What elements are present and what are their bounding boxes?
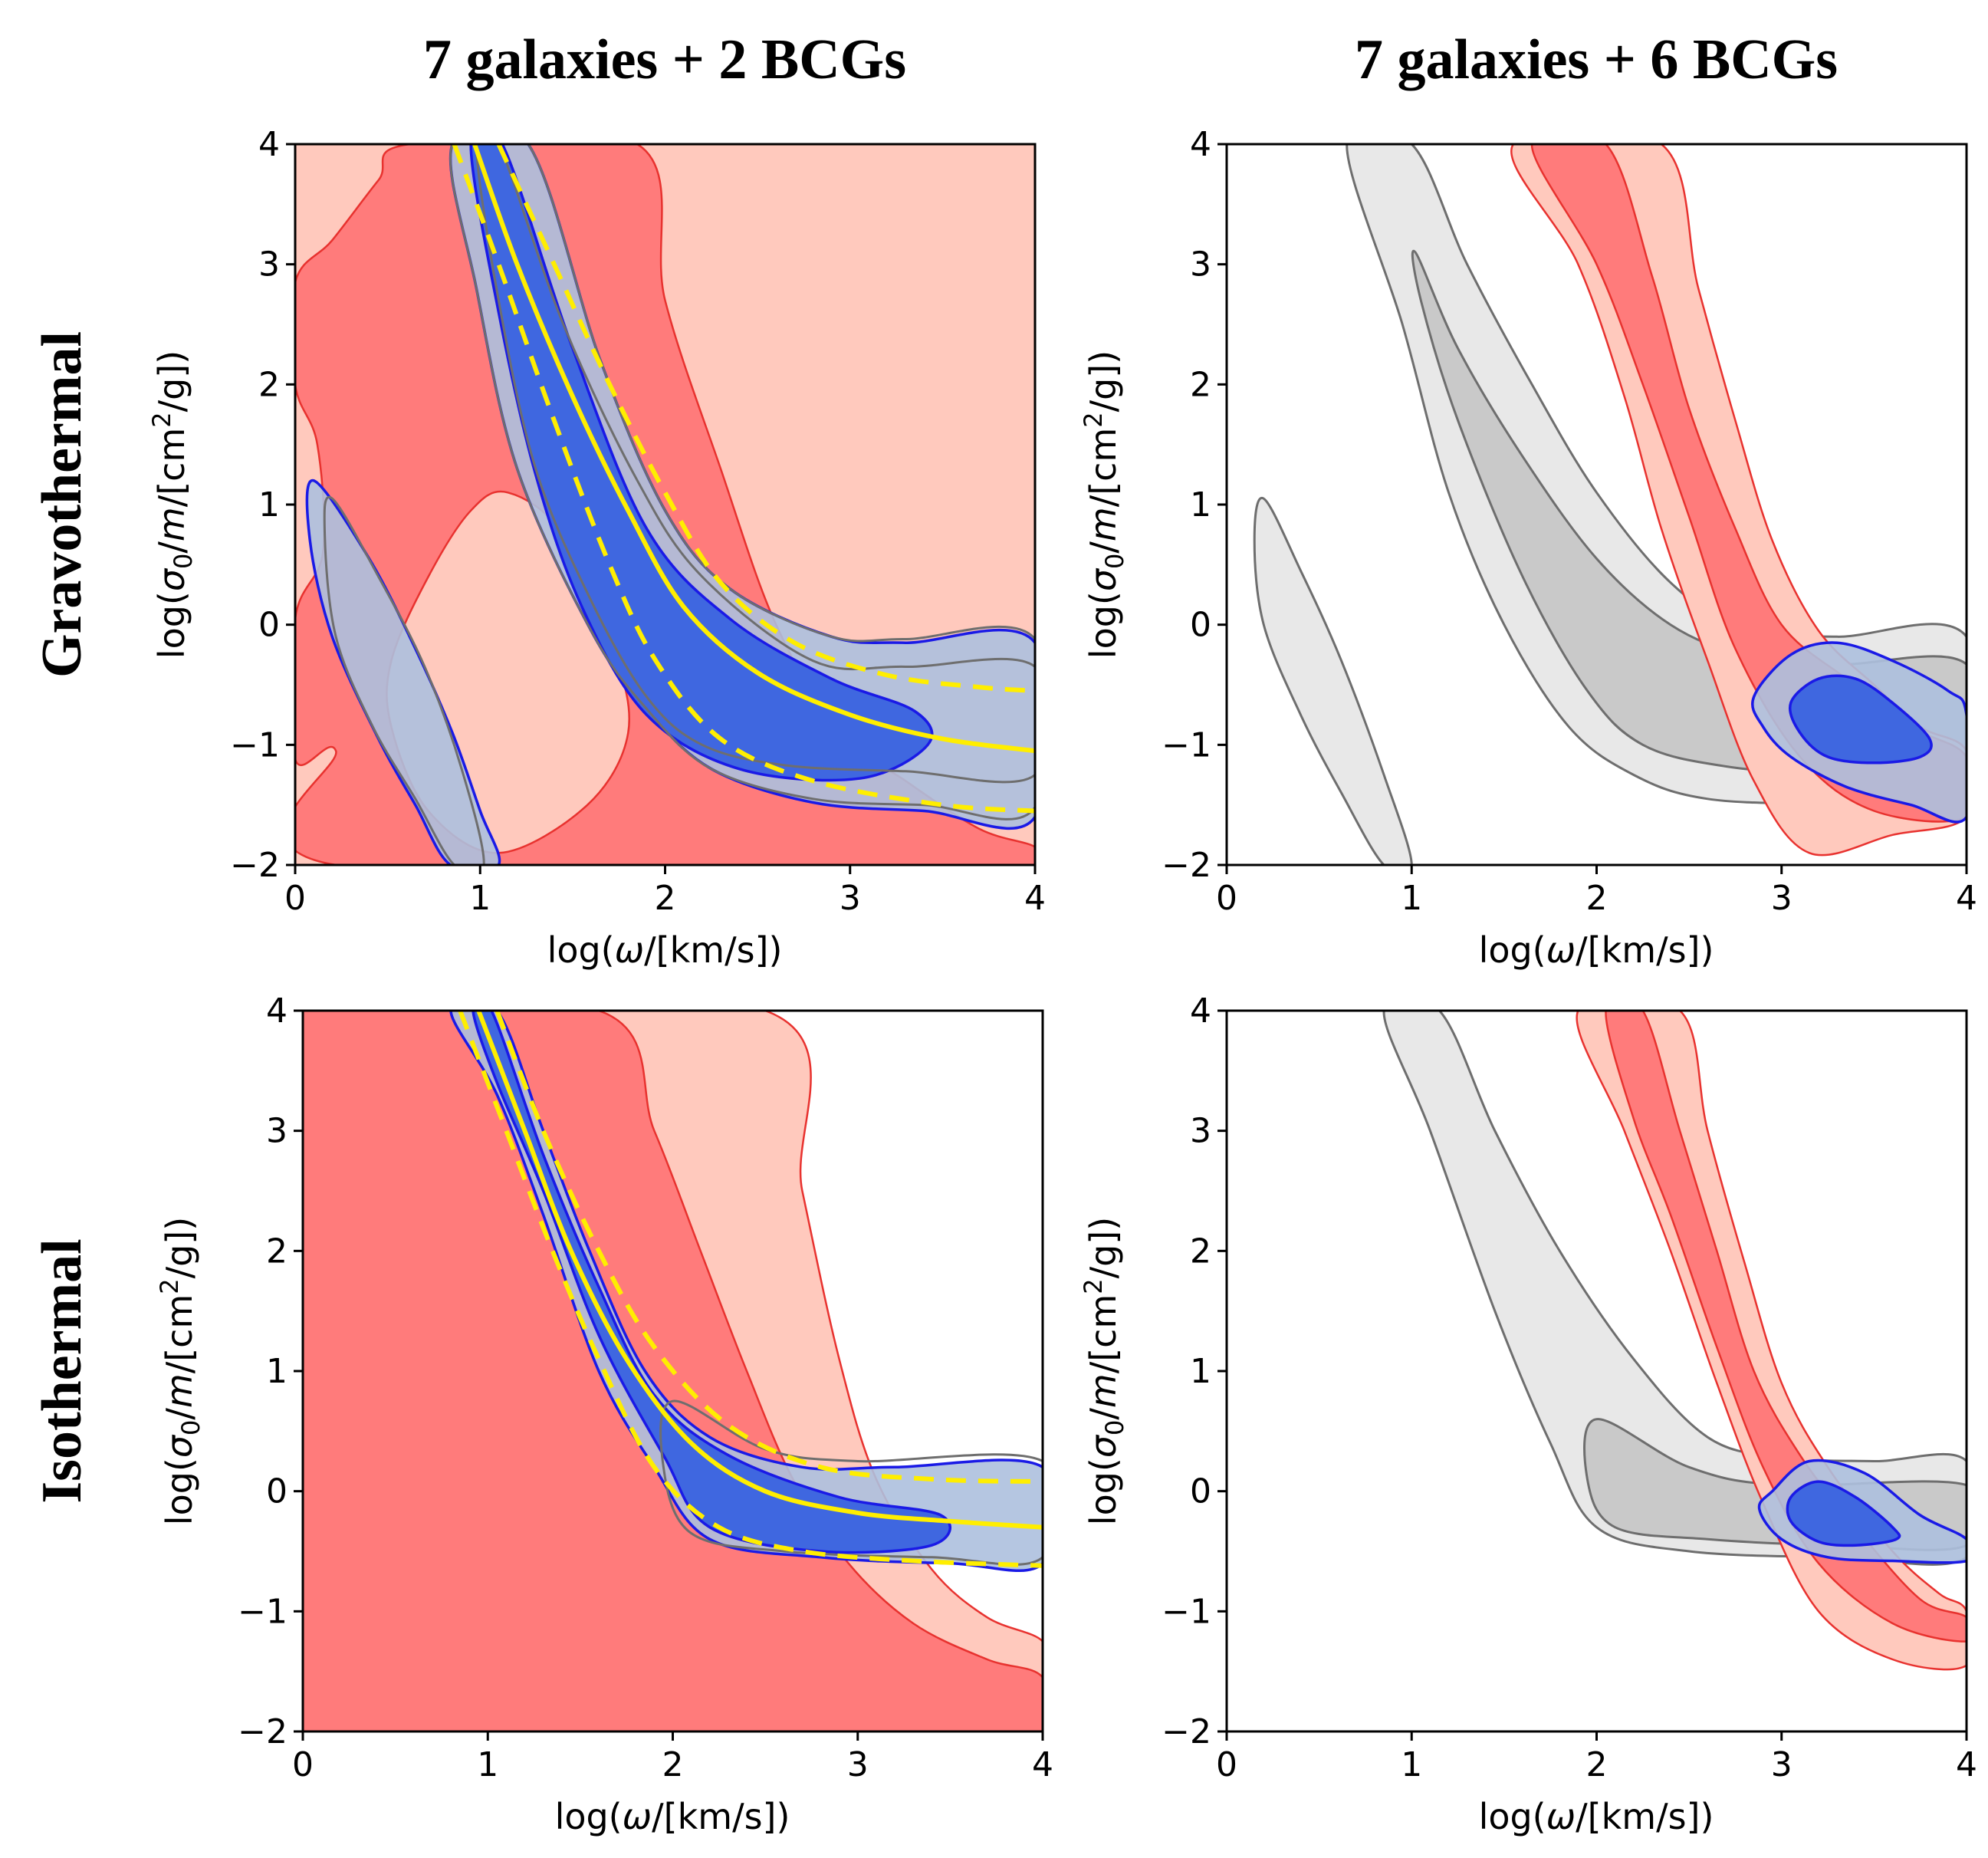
y-tick-label: 1 (1190, 485, 1211, 525)
contour-layers (303, 1011, 1043, 1731)
y-tick-label: 0 (1190, 1472, 1211, 1511)
y-axis-label: log(σ0/m/[cm2/g]) (1079, 350, 1129, 659)
y-tick-label: 1 (1190, 1352, 1211, 1391)
contour-gray-outline-6 (323, 495, 485, 865)
x-tick-label: 2 (1586, 1745, 1608, 1784)
panel-isothermal-6bcg: 0 1 2 3 4 −2 −1 0 1 2 3 4 log(ω/[km/s]) log(σ0/m/[c… (1079, 991, 1977, 1837)
y-tick-label: −1 (230, 725, 280, 765)
y-tick-label: 1 (258, 485, 280, 525)
y-tick-label: 0 (258, 606, 280, 645)
contour-blue-1sigma-3 (472, 1011, 951, 1554)
y-tick-label: 0 (1190, 606, 1211, 645)
axis-ticks: 0 1 2 3 4 −2 −1 0 1 2 3 4 (1162, 125, 1977, 918)
y-tick-label: −2 (238, 1712, 288, 1751)
contour-blue-1sigma-5 (1786, 1480, 1901, 1547)
x-tick-label: 2 (662, 1745, 684, 1784)
y-axis-label: log(σ0/m/[cm2/g]) (155, 1217, 205, 1525)
y-tick-label: 2 (258, 365, 280, 404)
panel-gravothermal-6bcg: 0 1 2 3 4 −2 −1 0 1 2 3 4 log(ω/[km/s]) log(σ0/m/[c… (1079, 125, 1977, 971)
contour-layers (295, 144, 1035, 865)
y-tick-label: −2 (1162, 1712, 1211, 1751)
y-tick-label: 2 (266, 1232, 288, 1271)
contour-layers (1382, 1011, 1967, 1671)
y-tick-label: 2 (1190, 365, 1211, 404)
x-axis-label: log(ω/[km/s]) (547, 929, 783, 971)
x-tick-label: 0 (1216, 1745, 1237, 1784)
contour-yellow-dashed-6 (458, 1011, 1043, 1568)
x-tick-label: 0 (1216, 879, 1237, 918)
x-axis-label: log(ω/[km/s]) (1479, 929, 1714, 971)
y-tick-label: −2 (1162, 846, 1211, 885)
column-title-left: 7 galaxies + 2 BCGs (423, 28, 906, 91)
contour-gray-2sigma-2 (1253, 496, 1413, 865)
panel-isothermal-2bcg: 0 1 2 3 4 −2 −1 0 1 2 3 4 log(ω/[km/s]) log(σ0/m/[c… (155, 991, 1053, 1837)
x-tick-label: 4 (1024, 879, 1046, 918)
y-tick-label: 3 (266, 1112, 288, 1151)
x-axis-label: log(ω/[km/s]) (1479, 1796, 1714, 1837)
y-tick-label: 4 (266, 991, 288, 1031)
contour-blue-1sigma-4 (469, 144, 934, 782)
contour-yellow-solid-5 (476, 1011, 1043, 1530)
y-tick-label: −1 (1162, 1592, 1211, 1631)
x-tick-label: 4 (1956, 879, 1977, 918)
x-tick-label: 4 (1956, 1745, 1977, 1784)
contour-red-1sigma-3 (1605, 1011, 1967, 1643)
contour-red-1sigma-4 (1530, 144, 1967, 823)
y-tick-label: −1 (1162, 725, 1211, 765)
contour-blue-1sigma-6 (1789, 674, 1933, 765)
y-axis-label: log(σ0/m/[cm2/g]) (1079, 1217, 1129, 1525)
y-tick-label: 4 (1190, 125, 1211, 164)
y-tick-label: 3 (1190, 1112, 1211, 1151)
contour-yellow-dashed-7 (495, 1011, 1043, 1485)
x-tick-label: 1 (477, 1745, 498, 1784)
x-tick-label: 3 (847, 1745, 869, 1784)
contour-layers (1253, 144, 1967, 865)
contour-yellow-dashed-10 (452, 144, 1035, 814)
contour-gray-outline-7 (449, 144, 1035, 820)
x-tick-label: 0 (284, 879, 306, 918)
row-label-isothermal: Isothermal (31, 1238, 94, 1503)
panel-gravothermal-2bcg: 0 1 2 3 4 −2 −1 0 1 2 3 4 log(ω/[km/s]) log(σ0/m/[c… (147, 125, 1046, 971)
x-tick-label: 1 (1401, 879, 1422, 918)
y-tick-label: 3 (1190, 245, 1211, 284)
y-tick-label: 4 (1190, 991, 1211, 1031)
y-tick-label: 3 (258, 245, 280, 284)
column-title-right: 7 galaxies + 6 BCGs (1355, 28, 1838, 91)
x-tick-label: 2 (655, 879, 676, 918)
x-tick-label: 4 (1032, 1745, 1053, 1784)
y-tick-label: 2 (1190, 1232, 1211, 1271)
contour-gray-outline-8 (475, 144, 1035, 784)
axis-ticks: 0 1 2 3 4 −2 −1 0 1 2 3 4 (1162, 991, 1977, 1784)
y-axis-label: log(σ0/m/[cm2/g]) (147, 350, 198, 659)
axis-ticks: 0 1 2 3 4 −2 −1 0 1 2 3 4 (230, 125, 1046, 918)
contour-yellow-dashed-11 (496, 144, 1035, 693)
x-axis-label: log(ω/[km/s]) (555, 1796, 790, 1837)
row-label-gravothermal: Gravothermal (31, 331, 94, 678)
x-tick-label: 3 (1771, 879, 1792, 918)
x-tick-label: 3 (1771, 1745, 1792, 1784)
y-tick-label: −1 (238, 1592, 288, 1631)
y-tick-label: 0 (266, 1472, 288, 1511)
x-tick-label: 3 (840, 879, 861, 918)
x-tick-label: 2 (1586, 879, 1608, 918)
y-tick-label: 1 (266, 1352, 288, 1391)
x-tick-label: 1 (469, 879, 491, 918)
axis-ticks: 0 1 2 3 4 −2 −1 0 1 2 3 4 (238, 991, 1053, 1784)
x-tick-label: 1 (1401, 1745, 1422, 1784)
y-tick-label: 4 (258, 125, 280, 164)
contour-yellow-solid-9 (472, 144, 1035, 754)
x-tick-label: 0 (292, 1745, 314, 1784)
y-tick-label: −2 (230, 846, 280, 885)
